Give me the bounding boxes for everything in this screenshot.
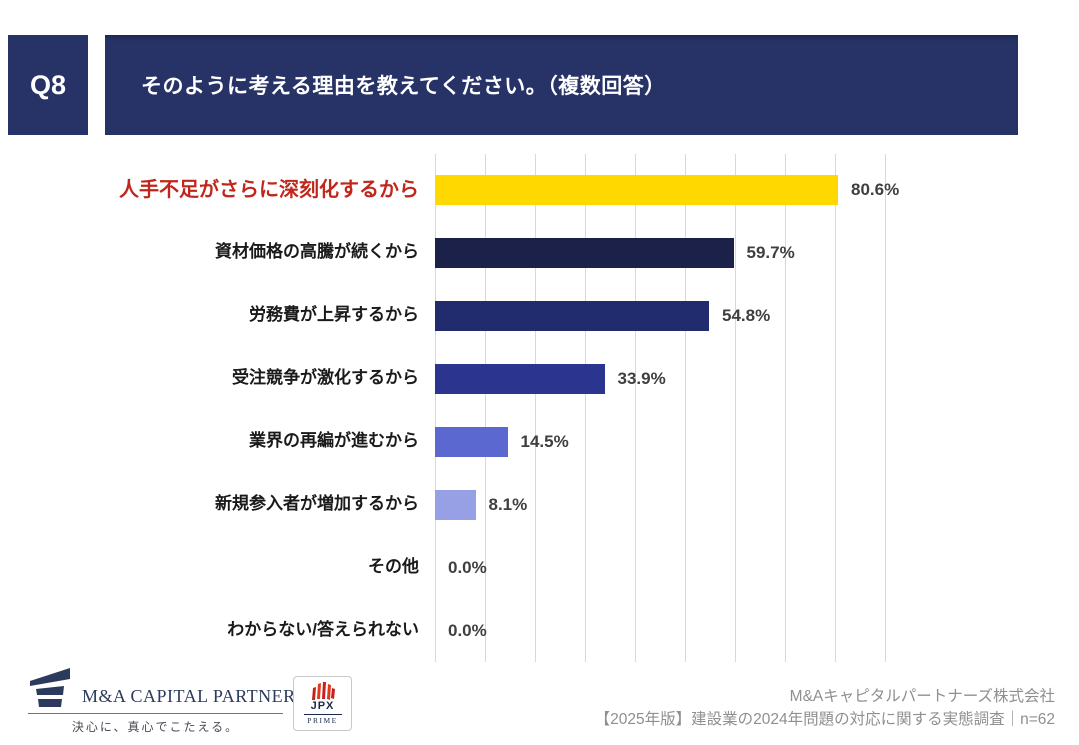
chart-row: 業界の再編が進むから 14.5%	[30, 410, 1069, 473]
value-label: 0.0%	[448, 620, 487, 640]
category-label: 資材価格の高騰が続くから	[215, 242, 419, 262]
bar-cell: 80.6%	[435, 158, 1069, 221]
chart-rows: 人手不足がさらに深刻化するから 80.6% 資材価格の高騰が続くから 59.7%…	[30, 154, 1069, 662]
survey-credit: M&Aキャピタルパートナーズ株式会社 【2025年版】建設業の2024年問題の対…	[595, 686, 1055, 731]
question-number-badge: Q8	[8, 35, 88, 135]
chart-row: その他 0.0%	[30, 536, 1069, 599]
bar-cell: 0.0%	[435, 599, 1069, 662]
company-tagline: 決心に、真心でこたえる。	[71, 720, 240, 734]
category-label: 新規参入者が増加するから	[215, 494, 419, 514]
chart-row: 資材価格の高騰が続くから 59.7%	[30, 221, 1069, 284]
bar-chart: 人手不足がさらに深刻化するから 80.6% 資材価格の高騰が続くから 59.7%…	[30, 154, 1069, 662]
bar	[435, 300, 709, 331]
value-label: 59.7%	[746, 242, 795, 262]
value-label: 33.9%	[617, 368, 666, 388]
logo-divider	[28, 713, 283, 714]
value-label: 14.5%	[520, 431, 569, 451]
chart-row: 受注競争が激化するから 33.9%	[30, 347, 1069, 410]
chart-row: 労務費が上昇するから 54.8%	[30, 284, 1069, 347]
bar-cell: 59.7%	[435, 221, 1069, 284]
bar-cell: 14.5%	[435, 410, 1069, 473]
category-label: その他	[368, 557, 419, 577]
jpx-sub-label: PRIME	[307, 715, 338, 725]
question-header: Q8 そのように考える理由を教えてください。（複数回答）	[8, 35, 1018, 135]
jpx-prime-badge: JPX PRIME	[293, 676, 352, 731]
category-label: 労務費が上昇するから	[249, 305, 419, 325]
value-label: 80.6%	[851, 179, 900, 199]
company-logo-icon	[30, 668, 70, 707]
bar	[435, 363, 605, 394]
bar	[435, 489, 476, 520]
value-label: 54.8%	[722, 305, 771, 325]
category-label: 受注競争が激化するから	[232, 368, 419, 388]
category-label: わからない/答えられない	[227, 620, 419, 640]
value-label: 0.0%	[448, 557, 487, 577]
credit-company: M&Aキャピタルパートナーズ株式会社	[789, 688, 1055, 706]
value-label: 8.1%	[488, 494, 528, 514]
jpx-flame-icon	[311, 682, 335, 701]
bar-cell: 33.9%	[435, 347, 1069, 410]
company-logo-top: M&A CAPITAL PARTNERS	[28, 667, 306, 711]
bar	[435, 237, 734, 268]
jpx-divider	[303, 713, 342, 715]
bar	[435, 426, 508, 457]
bar-cell: 54.8%	[435, 284, 1069, 347]
bar-cell: 8.1%	[435, 473, 1069, 536]
bar	[435, 174, 838, 205]
question-title: そのように考える理由を教えてください。（複数回答）	[105, 35, 1018, 135]
chart-row: 人手不足がさらに深刻化するから 80.6%	[30, 158, 1069, 221]
chart-row: わからない/答えられない 0.0%	[30, 599, 1069, 662]
company-logo-text: M&A CAPITAL PARTNERS	[82, 686, 307, 706]
category-label: 業界の再編が進むから	[249, 431, 419, 451]
chart-row: 新規参入者が増加するから 8.1%	[30, 473, 1069, 536]
company-logo: M&A CAPITAL PARTNERS 決心に、真心でこたえる。	[28, 667, 306, 735]
category-label: 人手不足がさらに深刻化するから	[119, 178, 419, 201]
jpx-name: JPX	[310, 700, 335, 713]
credit-survey: 【2025年版】建設業の2024年問題の対応に関する実態調査｜n=62	[594, 710, 1055, 728]
bar-cell: 0.0%	[435, 536, 1069, 599]
